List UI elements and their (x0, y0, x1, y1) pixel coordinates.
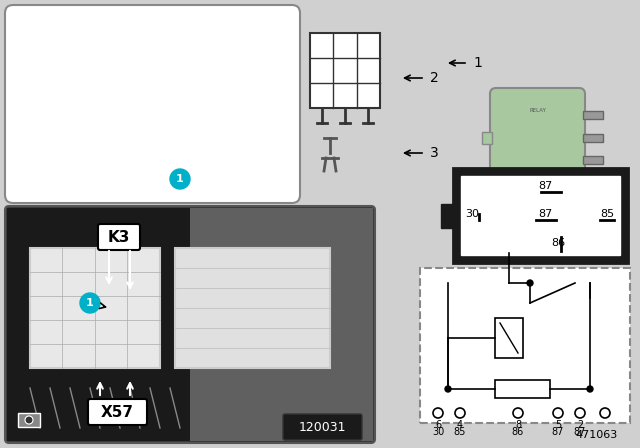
FancyBboxPatch shape (5, 5, 300, 203)
Text: 85: 85 (600, 208, 614, 219)
Polygon shape (441, 203, 453, 228)
Text: 87: 87 (574, 427, 586, 437)
Bar (453, 168, 628, 263)
FancyBboxPatch shape (98, 224, 140, 250)
Bar (583, 111, 603, 119)
Text: RELAY: RELAY (529, 108, 546, 113)
Text: 2: 2 (577, 420, 583, 430)
Text: 86: 86 (552, 238, 566, 248)
Bar (583, 134, 603, 142)
Text: 4: 4 (457, 420, 463, 430)
Bar (495, 380, 550, 398)
Bar (420, 268, 630, 423)
Text: 8: 8 (515, 420, 521, 430)
Circle shape (553, 408, 563, 418)
Text: 86: 86 (512, 427, 524, 437)
Circle shape (527, 280, 533, 286)
Text: 87: 87 (552, 427, 564, 437)
Text: 5: 5 (555, 420, 561, 430)
Bar (18, 413, 40, 427)
Circle shape (80, 293, 100, 313)
Bar (583, 156, 603, 164)
Text: 6: 6 (435, 420, 441, 430)
Bar (310, 33, 380, 108)
Bar (495, 318, 523, 358)
Circle shape (600, 408, 610, 418)
Bar (30, 248, 160, 368)
FancyBboxPatch shape (490, 88, 585, 178)
Bar (482, 132, 492, 143)
Text: X57: X57 (100, 405, 134, 419)
Circle shape (513, 408, 523, 418)
Text: 85: 85 (454, 427, 466, 437)
Text: 1: 1 (473, 56, 482, 70)
Text: 1: 1 (86, 298, 94, 308)
Circle shape (575, 408, 585, 418)
Polygon shape (616, 203, 628, 228)
Bar (7, 208, 373, 441)
Text: 87: 87 (538, 208, 552, 219)
Circle shape (433, 408, 443, 418)
FancyBboxPatch shape (5, 206, 375, 443)
FancyBboxPatch shape (88, 399, 147, 425)
Text: 471063: 471063 (576, 430, 618, 440)
Text: 3: 3 (430, 146, 439, 160)
FancyBboxPatch shape (283, 414, 362, 440)
Text: 30: 30 (432, 427, 444, 437)
Bar (190, 208, 373, 441)
Text: 30: 30 (465, 208, 479, 219)
Circle shape (445, 386, 451, 392)
Text: 87: 87 (538, 181, 552, 191)
Circle shape (25, 416, 33, 424)
Circle shape (587, 386, 593, 392)
Text: K3: K3 (108, 229, 130, 245)
Text: 2: 2 (430, 71, 439, 85)
Text: 120031: 120031 (298, 421, 346, 434)
Bar (175, 248, 330, 368)
Text: 1: 1 (176, 174, 184, 184)
Circle shape (170, 169, 190, 189)
Bar (7, 208, 192, 441)
Bar (461, 176, 620, 255)
Circle shape (455, 408, 465, 418)
